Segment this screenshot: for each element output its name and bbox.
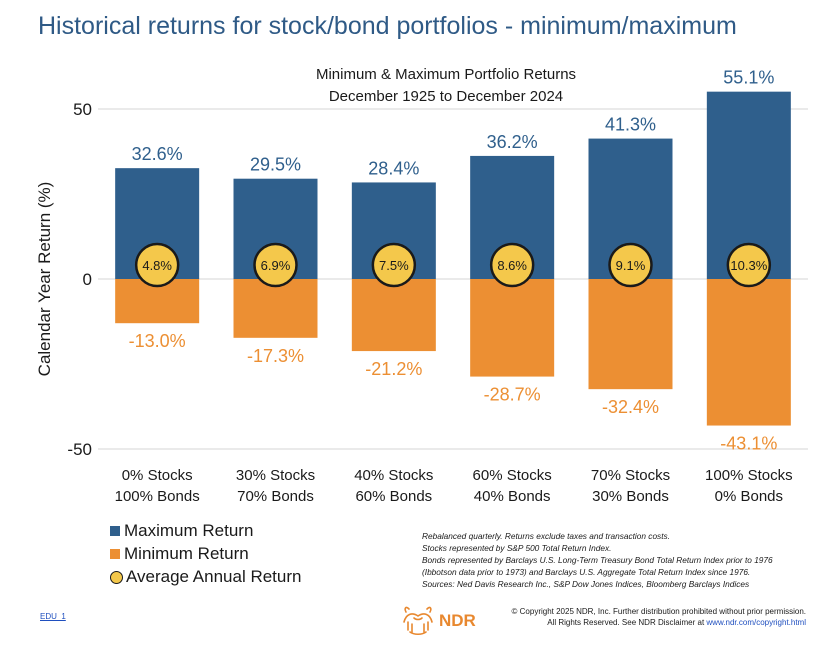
chart-notes: Rebalanced quarterly. Returns exclude ta…: [422, 530, 773, 590]
data-label-maximum: 32.6%: [132, 144, 183, 164]
chart-subtitle: December 1925 to December 2024: [328, 88, 564, 105]
legend-label-average: Average Annual Return: [126, 567, 302, 586]
data-label-minimum: -28.7%: [484, 385, 541, 405]
page-title: Historical returns for stock/bond portfo…: [38, 12, 737, 40]
note-line: Sources: Ned Davis Research Inc., S&P Do…: [422, 579, 750, 589]
data-label-average: 4.8%: [142, 258, 172, 273]
note-line: Bonds represented by Barclays U.S. Long-…: [422, 555, 773, 565]
x-category-label: 30% Bonds: [592, 488, 669, 505]
data-label-average: 9.1%: [616, 258, 646, 273]
y-tick-label: -50: [67, 440, 92, 459]
average-marker: [253, 242, 298, 288]
bar-minimum: [233, 279, 318, 338]
data-label-maximum: 28.4%: [368, 158, 419, 178]
bull-bear-logo-icon: [403, 606, 433, 636]
x-category-label: 30% Stocks: [236, 467, 315, 484]
average-marker: [371, 242, 417, 288]
copyright-notice: © Copyright 2025 NDR, Inc. Further distr…: [512, 606, 806, 628]
edu-code-link[interactable]: EDU_1: [40, 612, 66, 621]
data-label-average: 10.3%: [730, 258, 767, 273]
x-category-label: 0% Stocks: [122, 467, 193, 484]
data-label-minimum: -21.2%: [365, 359, 422, 379]
legend-label-minimum: Minimum Return: [124, 544, 249, 563]
data-label-minimum: -13.0%: [129, 331, 186, 351]
x-category-label: 100% Stocks: [705, 467, 793, 484]
data-label-minimum: -32.4%: [602, 397, 659, 417]
x-category-label: 100% Bonds: [115, 488, 200, 505]
data-label-average: 8.6%: [497, 258, 527, 273]
bar-minimum: [588, 279, 673, 390]
legend-label-maximum: Maximum Return: [124, 521, 254, 540]
average-marker: [608, 242, 653, 288]
y-tick-label: 0: [83, 270, 92, 289]
chart-title: Minimum & Maximum Portfolio Returns: [315, 66, 577, 83]
x-category-label: 40% Bonds: [474, 488, 551, 505]
legend-item-maximum: Maximum Return: [110, 521, 253, 541]
legend-swatch-maximum: [110, 526, 120, 536]
y-axis-label: Calendar Year Return (%): [35, 182, 54, 377]
ndr-logo: NDR: [400, 604, 476, 638]
x-category-label: 70% Bonds: [237, 488, 314, 505]
average-marker: [726, 242, 772, 288]
copyright-link[interactable]: www.ndr.com/copyright.html: [706, 618, 806, 627]
x-category-label: 70% Stocks: [591, 467, 670, 484]
average-marker: [489, 242, 535, 288]
data-label-average: 6.9%: [261, 258, 291, 273]
data-label-average: 7.5%: [379, 258, 409, 273]
x-category-label: 0% Bonds: [715, 488, 783, 505]
average-marker: [134, 242, 180, 288]
bar-minimum: [470, 279, 555, 377]
x-category-label: 40% Stocks: [354, 467, 433, 484]
copyright-line-2: All Rights Reserved. See NDR Disclaimer …: [512, 617, 806, 628]
bar-minimum: [706, 279, 791, 426]
copyright-text: All Rights Reserved. See NDR Disclaimer …: [547, 618, 705, 627]
data-label-minimum: -43.1%: [720, 434, 777, 454]
y-tick-label: 50: [73, 100, 92, 119]
x-category-label: 60% Bonds: [355, 488, 432, 505]
data-label-maximum: 36.2%: [487, 132, 538, 152]
ndr-brand-text: NDR: [439, 611, 476, 630]
data-label-maximum: 55.1%: [723, 68, 774, 88]
data-label-maximum: 41.3%: [605, 115, 656, 135]
chart: 50 0 -50 Calendar Year Return (%) 32.6% -13.0…: [35, 68, 808, 505]
copyright-line-1: © Copyright 2025 NDR, Inc. Further distr…: [511, 607, 806, 616]
data-label-minimum: -17.3%: [247, 346, 304, 366]
legend-swatch-average: [110, 570, 123, 584]
note-line: (Ibbotson data prior to 1973) and Barcla…: [422, 567, 751, 577]
legend-item-average: Average Annual Return: [110, 567, 301, 587]
legend-item-minimum: Minimum Return: [110, 544, 249, 564]
legend-swatch-minimum: [110, 549, 120, 559]
bar-minimum: [351, 279, 436, 352]
data-label-maximum: 29.5%: [250, 155, 301, 175]
x-category-label: 60% Stocks: [473, 467, 552, 484]
note-line: Rebalanced quarterly. Returns exclude ta…: [422, 531, 670, 541]
note-line: Stocks represented by S&P 500 Total Retu…: [422, 543, 612, 553]
